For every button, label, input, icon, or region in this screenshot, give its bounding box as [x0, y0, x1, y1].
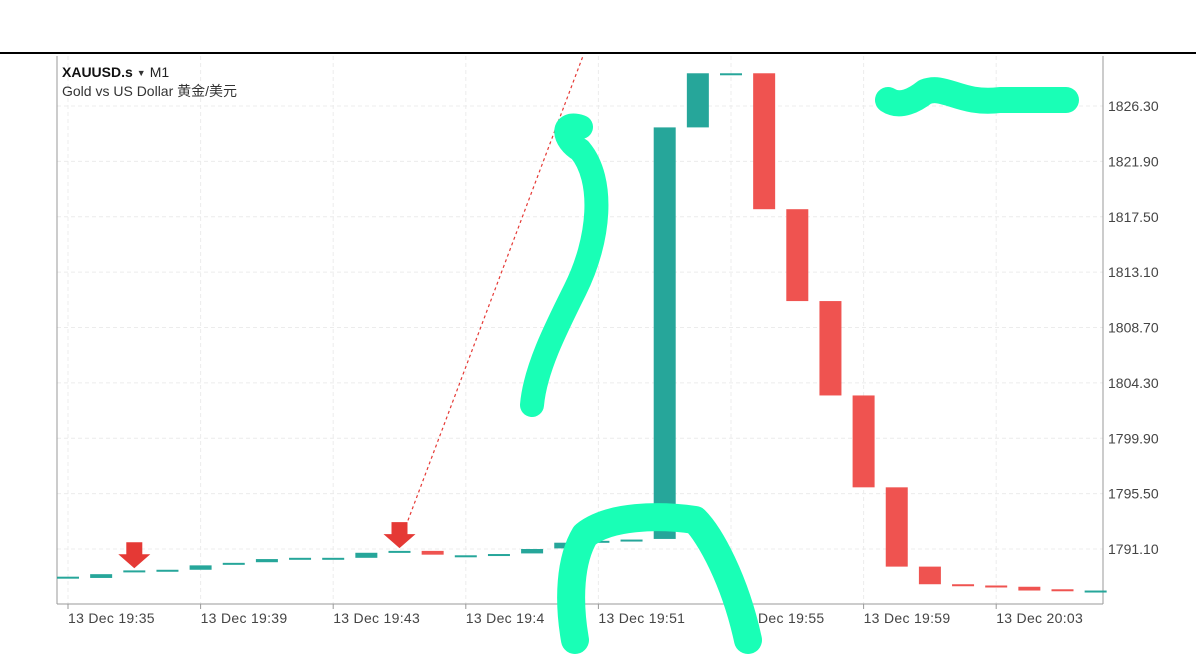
x-tick-label: 13 Dec 19:39 — [201, 610, 288, 626]
candle-bearish — [885, 487, 908, 567]
highlighter-scribble — [875, 77, 1079, 117]
y-tick-label: 1826.30 — [1108, 98, 1159, 114]
candle-bullish — [1084, 590, 1107, 593]
candle-bullish — [454, 555, 477, 558]
x-tick-label: 13 Dec 19:51 — [598, 610, 685, 626]
candle-bearish — [753, 73, 776, 210]
y-tick-label: 1799.90 — [1108, 430, 1159, 446]
x-tick-label: 13 Dec 19:35 — [68, 610, 155, 626]
trend-line — [398, 55, 584, 544]
y-tick-label: 1808.70 — [1108, 320, 1159, 336]
x-tick-label: 13 Dec 19:59 — [864, 610, 951, 626]
symbol-name[interactable]: XAUUSD.s — [62, 64, 133, 80]
candle-bullish — [222, 562, 245, 565]
chart-header: XAUUSD.s ▼ M1 — [62, 62, 169, 83]
x-tick-label: 13 Dec 20:03 — [996, 610, 1083, 626]
y-tick-label: 1791.10 — [1108, 541, 1159, 557]
candle-bullish — [686, 73, 709, 128]
candle-bullish — [487, 554, 510, 557]
candle-bullish — [289, 557, 312, 560]
candle-bullish — [720, 73, 742, 76]
candle-bearish — [421, 550, 444, 555]
top-divider — [0, 52, 1196, 54]
candle-bullish — [355, 552, 378, 558]
candle-bearish — [1018, 586, 1041, 591]
sell-signal-arrow-icon — [118, 542, 151, 569]
y-tick-label: 1795.50 — [1108, 486, 1159, 502]
candle-bullish — [322, 557, 345, 560]
timeframe-label[interactable]: M1 — [149, 64, 170, 80]
candle-bullish — [123, 570, 146, 573]
highlighter-scribble — [520, 113, 609, 417]
candle-bullish — [90, 574, 113, 578]
y-tick-label: 1817.50 — [1108, 209, 1159, 225]
candle-bearish — [985, 585, 1008, 588]
candle-bearish — [918, 566, 941, 585]
x-tick-label: 13 Dec 19:43 — [333, 610, 420, 626]
y-tick-label: 1821.90 — [1108, 153, 1159, 169]
candle-bearish — [786, 209, 809, 302]
candle-bullish — [156, 569, 179, 572]
candle-bearish — [952, 584, 975, 587]
candle-bullish — [521, 549, 544, 554]
candle-bearish — [819, 301, 842, 396]
sell-signal-arrow-icon — [383, 522, 416, 549]
candle-bullish — [57, 576, 79, 579]
candle-bullish — [388, 550, 411, 553]
candle-bullish — [189, 565, 212, 570]
candle-bullish — [255, 559, 278, 563]
highlighter-scribble — [557, 503, 762, 654]
x-tick-label: Dec 19:55 — [758, 610, 825, 626]
y-tick-label: 1804.30 — [1108, 375, 1159, 391]
candle-bullish — [620, 539, 643, 542]
symbol-description: Gold vs US Dollar 黄金/美元 — [62, 83, 238, 99]
x-tick-label: 13 Dec 19:4 — [466, 610, 545, 626]
caret-down-icon[interactable]: ▼ — [136, 68, 146, 79]
candle-bearish — [852, 395, 875, 488]
candle-bullish — [653, 127, 676, 539]
candle-bearish — [1051, 589, 1074, 592]
y-tick-label: 1813.10 — [1108, 264, 1159, 280]
